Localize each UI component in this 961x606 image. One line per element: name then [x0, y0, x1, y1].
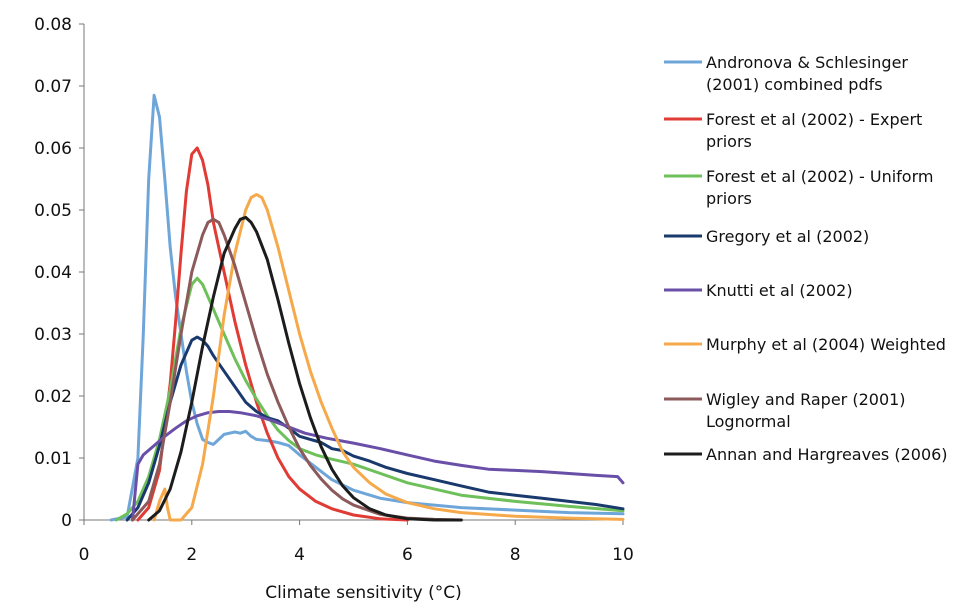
x-tick-label: 2 [186, 545, 197, 565]
legend-label: (2001) combined pdfs [706, 75, 883, 94]
series-line [131, 217, 463, 522]
series-line [125, 335, 625, 522]
legend-label: Wigley and Raper (2001) [706, 390, 906, 409]
x-axis-title: Climate sensitivity (°C) [265, 583, 461, 603]
y-tick-label: 0.04 [34, 263, 72, 283]
x-tick-label: 6 [402, 545, 413, 565]
series-line [136, 146, 409, 522]
x-tick-label: 8 [510, 545, 521, 565]
legend-label: priors [706, 132, 752, 151]
legend-label: priors [706, 189, 752, 208]
y-tick-label: 0.06 [34, 139, 72, 159]
legend-label: Murphy et al (2004) Weighted [706, 335, 946, 354]
x-tick-label: 4 [294, 545, 305, 565]
series-line [152, 193, 625, 522]
legend-label: Forest et al (2002) - Uniform [706, 167, 933, 186]
series-line [109, 93, 625, 522]
x-tick-label: 0 [79, 545, 90, 565]
legend-label: Forest et al (2002) - Expert [706, 110, 922, 129]
y-tick-label: 0.01 [34, 449, 72, 469]
legend-label: Lognormal [706, 412, 791, 431]
legend-label: Gregory et al (2002) [706, 227, 869, 246]
legend-label: Annan and Hargreaves (2006) [706, 445, 948, 464]
y-tick-label: 0.03 [34, 325, 72, 345]
x-tick-label: 10 [612, 545, 634, 565]
series-line [114, 276, 625, 522]
y-tick-label: 0.02 [34, 387, 72, 407]
legend-label: Andronova & Schlesinger [706, 53, 908, 72]
y-tick-label: 0.08 [34, 15, 72, 35]
y-tick-label: 0 [61, 511, 72, 531]
legend-label: Knutti et al (2002) [706, 281, 853, 300]
series-line [147, 215, 463, 522]
y-tick-label: 0.05 [34, 201, 72, 221]
y-tick-label: 0.07 [34, 77, 72, 97]
